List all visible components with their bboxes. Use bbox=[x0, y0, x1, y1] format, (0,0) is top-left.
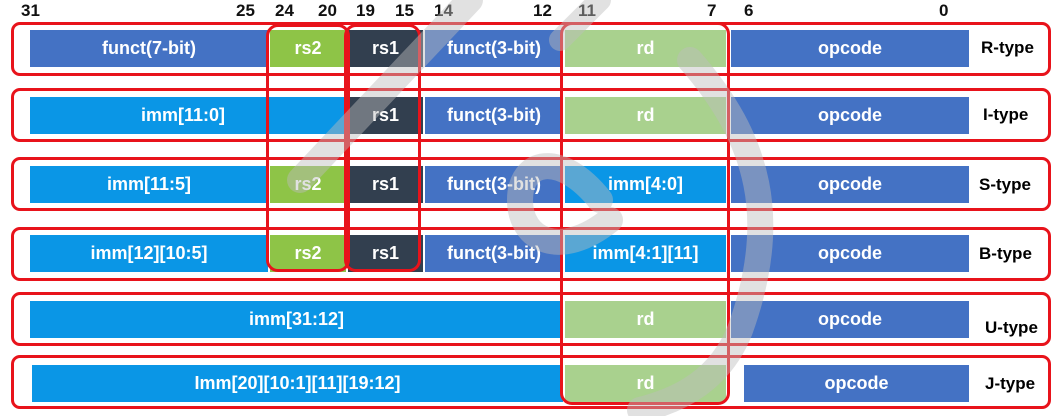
field-opcode: opcode bbox=[730, 96, 970, 135]
field-rs1: rs1 bbox=[347, 165, 424, 204]
row-frame-b-type bbox=[11, 227, 1051, 281]
bit-number-0: 0 bbox=[939, 1, 949, 20]
field-rs1: rs1 bbox=[347, 234, 424, 273]
bit-number-11: 11 bbox=[578, 1, 596, 20]
field-opcode: opcode bbox=[730, 165, 970, 204]
field-rd: rd bbox=[564, 29, 727, 68]
highlight-rs2-column bbox=[266, 24, 350, 272]
field-opcode: opcode bbox=[730, 234, 970, 273]
field-imm-4-0: imm[4:0] bbox=[564, 165, 727, 204]
field-opcode: opcode bbox=[730, 29, 970, 68]
row-frame-j-type bbox=[11, 355, 1051, 409]
bit-number-24: 24 bbox=[275, 1, 294, 20]
bit-number-20: 20 bbox=[318, 1, 337, 20]
field-funct3: funct(3-bit) bbox=[424, 29, 564, 68]
field-rs2: rs2 bbox=[269, 165, 347, 204]
bit-number-15: 15 bbox=[395, 1, 414, 20]
type-label-b: B-type bbox=[979, 244, 1032, 263]
field-imm-4-1-11: imm[4:1][11] bbox=[564, 234, 727, 273]
bit-number-12: 12 bbox=[533, 1, 552, 20]
field-imm-31-12: imm[31:12] bbox=[29, 300, 564, 339]
field-imm-20-10-1-11-19-12: Imm[20][10:1][11][19:12] bbox=[31, 364, 564, 403]
field-rd: rd bbox=[564, 300, 727, 339]
row-frame-i-type bbox=[11, 88, 1051, 142]
type-label-j: J-type bbox=[985, 374, 1036, 393]
field-funct3: funct(3-bit) bbox=[424, 234, 564, 273]
bit-number-31: 31 bbox=[21, 1, 40, 20]
field-opcode: opcode bbox=[743, 364, 970, 403]
field-funct3: funct(3-bit) bbox=[424, 165, 564, 204]
field-funct3: funct(3-bit) bbox=[424, 96, 564, 135]
field-imm-11-5: imm[11:5] bbox=[29, 165, 269, 204]
row-frame-s-type bbox=[11, 157, 1051, 211]
type-label-r: R-type bbox=[981, 38, 1034, 57]
bit-number-19: 19 bbox=[356, 1, 375, 20]
highlight-rd-column bbox=[560, 22, 730, 405]
type-label-s: S-type bbox=[979, 175, 1031, 194]
type-label-u: U-type bbox=[985, 318, 1038, 337]
field-rs2: rs2 bbox=[269, 29, 347, 68]
bit-number-6: 6 bbox=[744, 1, 754, 20]
field-rs1: rs1 bbox=[347, 96, 424, 135]
bit-number-25: 25 bbox=[236, 1, 255, 20]
field-funct7: funct(7-bit) bbox=[29, 29, 269, 68]
field-opcode: opcode bbox=[730, 300, 970, 339]
bit-number-7: 7 bbox=[707, 1, 717, 20]
field-rs2: rs2 bbox=[269, 234, 347, 273]
field-imm-12-10-5: imm[12][10:5] bbox=[29, 234, 269, 273]
row-frame-r-type bbox=[11, 22, 1051, 76]
type-label-i: I-type bbox=[983, 105, 1029, 124]
field-rd: rd bbox=[564, 96, 727, 135]
row-frame-u-type bbox=[11, 292, 1051, 346]
field-imm-11-0: imm[11:0] bbox=[29, 96, 347, 135]
bit-number-14: 14 bbox=[434, 1, 453, 20]
highlight-rs1-column bbox=[344, 24, 421, 272]
